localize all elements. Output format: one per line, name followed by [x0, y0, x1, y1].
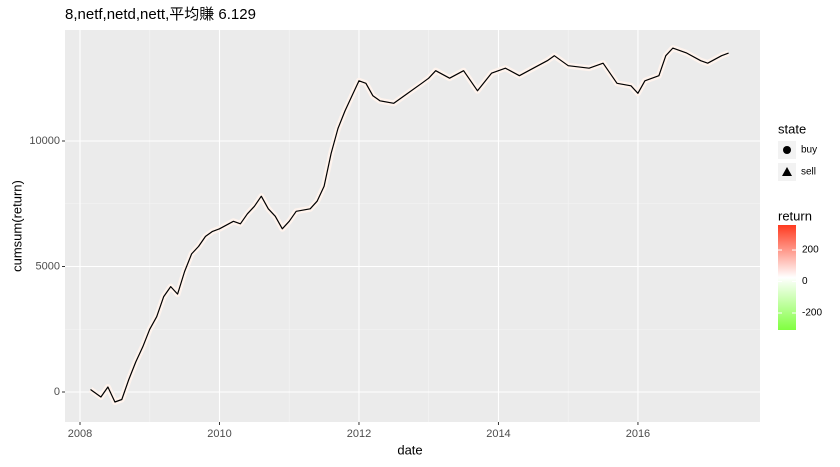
- chart-title: 8,netf,netd,nett,平均賺 6.129: [65, 6, 256, 23]
- legend-label: 0: [802, 276, 808, 287]
- x-tick-label: 2016: [626, 428, 650, 440]
- x-tick-label: 2012: [347, 428, 371, 440]
- legend-title: return: [778, 208, 812, 223]
- legend-label: 200: [802, 245, 819, 256]
- x-tick-label: 2008: [68, 428, 92, 440]
- legend-label: sell: [801, 167, 816, 178]
- legend-label: -200: [802, 308, 822, 319]
- x-tick-label: 2010: [207, 428, 231, 440]
- plot-panel: [65, 30, 760, 422]
- legend-symbol: [783, 146, 791, 154]
- y-axis-label: cumsum(return): [9, 180, 24, 272]
- legend-label: buy: [801, 145, 817, 156]
- legend-symbol: [782, 167, 792, 176]
- series-line: [90, 47, 729, 403]
- y-tick-label: 10000: [29, 135, 60, 147]
- legend-title: state: [778, 121, 806, 136]
- colorbar: [778, 225, 796, 330]
- y-tick-label: 5000: [36, 260, 60, 272]
- x-tick-label: 2014: [486, 428, 510, 440]
- x-axis-label: date: [397, 442, 422, 457]
- y-tick-label: 0: [54, 386, 60, 398]
